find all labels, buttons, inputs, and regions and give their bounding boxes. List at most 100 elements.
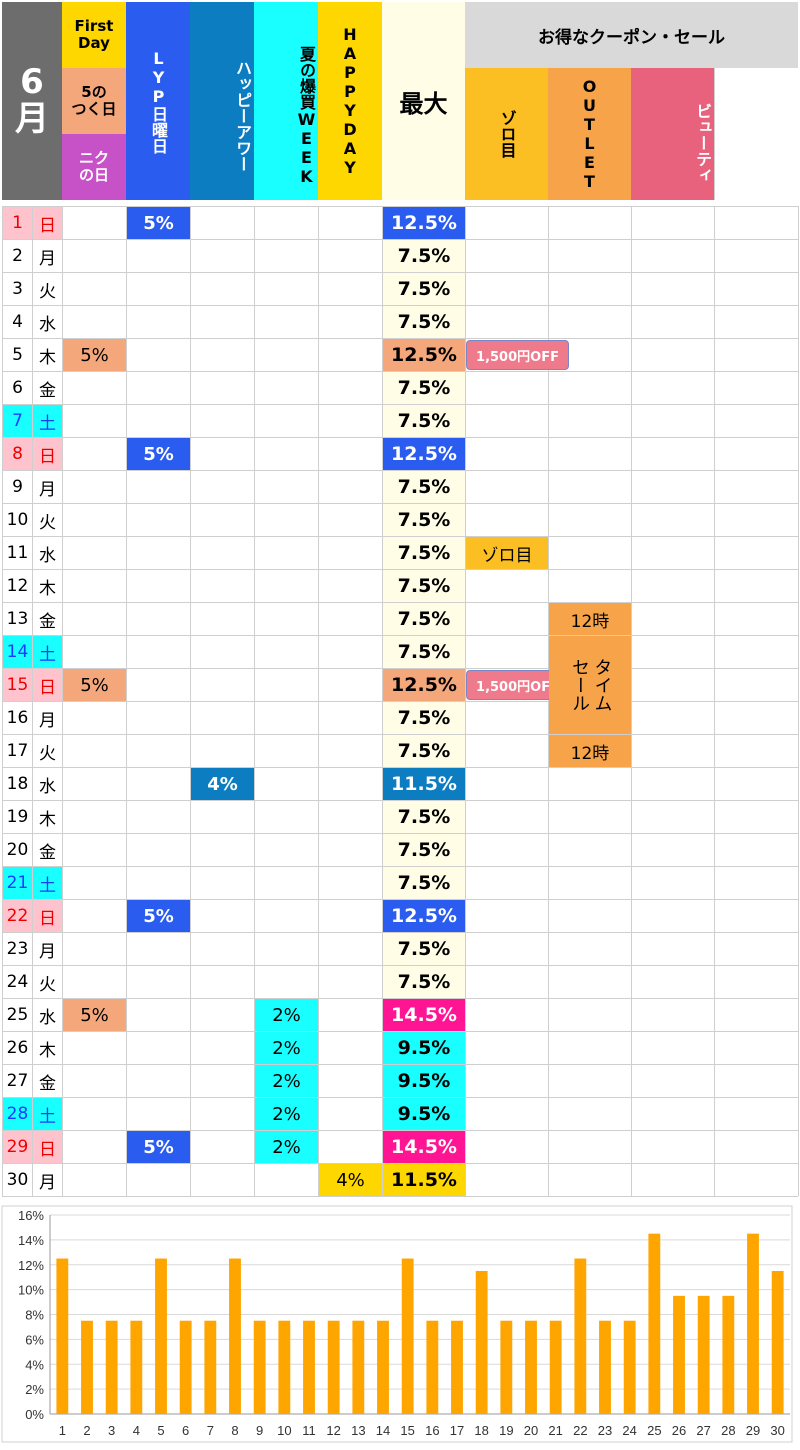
row-gridline (2, 338, 798, 339)
max-value: 12.5% (383, 207, 465, 239)
x-tick-label: 14 (376, 1423, 390, 1438)
max-value: 12.5% (383, 900, 465, 932)
bar (56, 1258, 69, 1414)
bar (426, 1320, 439, 1414)
x-tick-label: 5 (157, 1423, 164, 1438)
col-gridline (798, 206, 799, 1196)
row-gridline (2, 272, 798, 273)
max-value: 7.5% (383, 471, 465, 503)
bar-chart: 0%2%4%6%8%10%12%14%16%1 2 3 4 5 6 7 8 9 10 11 12 13 1… (1, 1205, 793, 1443)
weekday: 水 (39, 545, 56, 566)
bar (623, 1320, 636, 1414)
bar (327, 1320, 340, 1414)
y-tick-label: 16% (18, 1208, 44, 1223)
x-tick-label: 1 (59, 1423, 66, 1438)
col-gridline (62, 206, 63, 1196)
bar (574, 1258, 587, 1414)
max-value: 12.5% (383, 438, 465, 470)
y-tick-label: 12% (18, 1258, 44, 1273)
natsu-week-value: 2% (255, 999, 318, 1031)
row-gridline (2, 470, 798, 471)
coupon-badge: 1,500円OFF (466, 340, 569, 370)
col-gridline (2, 206, 3, 1196)
weekday: 土 (33, 636, 62, 668)
happy-day-value: 4% (319, 1164, 382, 1196)
bar (401, 1258, 414, 1414)
x-tick-label: 11 (302, 1423, 316, 1438)
weekday: 月 (39, 1172, 56, 1193)
y-tick-label: 10% (18, 1283, 44, 1298)
max-value: 11.5% (383, 768, 465, 800)
day-number: 14 (3, 636, 32, 668)
weekday: 金 (39, 611, 56, 632)
bar (278, 1320, 291, 1414)
x-tick-label: 6 (182, 1423, 189, 1438)
day-number: 20 (6, 840, 29, 860)
max-value: 7.5% (383, 570, 465, 602)
lyp-value: 5% (127, 438, 190, 470)
tsuku5-header: 5の つく日 (62, 68, 126, 134)
max-value: 14.5% (383, 1131, 465, 1163)
max-header: 最大 (382, 2, 465, 200)
day-number: 4 (12, 312, 23, 332)
col-gridline (714, 206, 715, 1196)
weekday: 火 (39, 743, 56, 764)
weekday: 火 (39, 281, 56, 302)
five-day-value: 5% (63, 669, 126, 701)
beauty-header: ビューティ (631, 68, 714, 200)
y-tick-label: 6% (25, 1332, 44, 1347)
bar (599, 1320, 611, 1414)
bar (81, 1320, 93, 1414)
row-gridline (2, 932, 798, 933)
bar (525, 1320, 537, 1414)
row-gridline (2, 536, 798, 537)
row-gridline (2, 767, 798, 768)
happy-day-header: HAPPYDAY (318, 2, 382, 200)
max-value: 12.5% (383, 669, 465, 701)
day-number: 29 (3, 1131, 32, 1163)
row-gridline (2, 1031, 798, 1032)
max-value: 9.5% (383, 1032, 465, 1064)
row-gridline (2, 833, 798, 834)
day-number: 24 (6, 972, 29, 992)
row-gridline (2, 1130, 798, 1131)
col-gridline (318, 206, 319, 1196)
weekday: 金 (39, 842, 56, 863)
weekday: 金 (39, 1073, 56, 1094)
x-tick-label: 22 (573, 1423, 587, 1438)
row-gridline (2, 206, 798, 207)
max-value: 11.5% (383, 1164, 465, 1196)
row-gridline (2, 866, 798, 867)
day-number: 18 (6, 774, 29, 794)
bar (500, 1320, 513, 1414)
max-value: 7.5% (383, 966, 465, 998)
max-value: 7.5% (383, 603, 465, 635)
day-number: 27 (6, 1071, 29, 1091)
weekday: 水 (39, 776, 56, 797)
day-number: 15 (3, 669, 32, 701)
bar (204, 1320, 217, 1414)
x-tick-label: 16 (425, 1423, 439, 1438)
day-number: 6 (12, 378, 23, 398)
day-number: 28 (3, 1098, 32, 1130)
row-gridline (2, 701, 798, 702)
day-number: 19 (6, 807, 29, 827)
x-tick-label: 29 (746, 1423, 760, 1438)
bar (648, 1233, 661, 1414)
deals-group-header: お得なクーポン・セール (465, 2, 798, 68)
bar (697, 1295, 710, 1414)
y-tick-label: 14% (18, 1233, 44, 1248)
month-number: 6 (20, 61, 44, 102)
bar (352, 1320, 365, 1414)
day-number: 16 (6, 708, 29, 728)
row-gridline (2, 668, 798, 669)
row-gridline (2, 569, 798, 570)
x-tick-label: 23 (598, 1423, 612, 1438)
row-gridline (2, 371, 798, 372)
col-gridline (631, 206, 632, 1196)
max-value: 7.5% (383, 702, 465, 734)
weekday: 日 (33, 1131, 62, 1163)
lyp-sunday-header: LYP日曜日 (126, 2, 190, 200)
y-tick-label: 4% (25, 1357, 44, 1372)
